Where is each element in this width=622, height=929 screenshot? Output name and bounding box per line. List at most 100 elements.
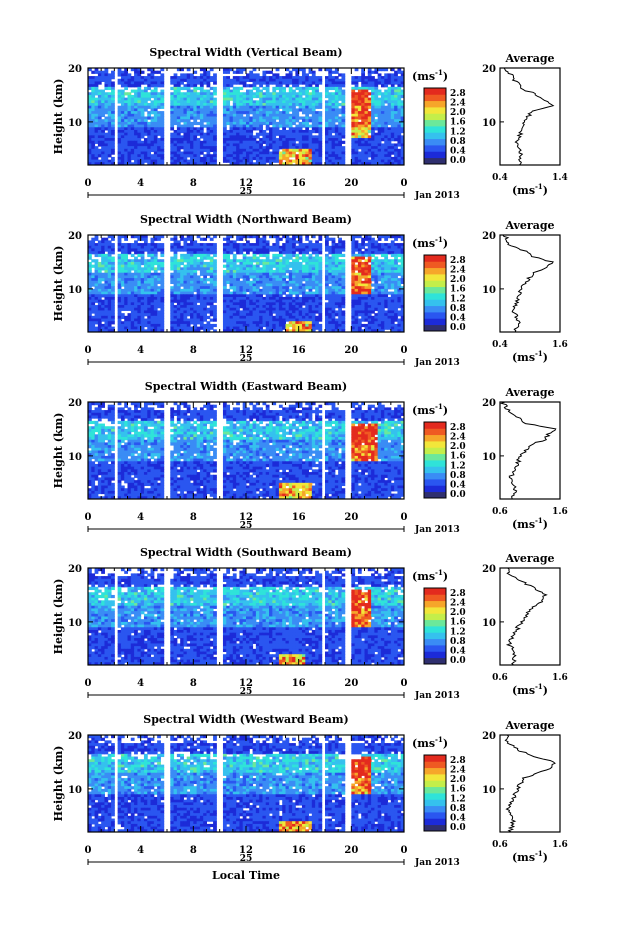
heatmap-cell bbox=[380, 270, 385, 274]
heatmap-cell bbox=[351, 127, 356, 131]
heatmap-cell bbox=[338, 108, 342, 112]
heatmap-cell bbox=[173, 248, 178, 252]
heatmap-cell bbox=[199, 280, 204, 284]
heatmap-cell bbox=[153, 245, 158, 249]
heatmap-cell bbox=[173, 113, 178, 117]
heatmap-cell bbox=[134, 103, 138, 107]
heatmap-cell bbox=[338, 259, 342, 263]
heatmap-cell bbox=[173, 159, 178, 163]
heatmap-cell bbox=[282, 121, 286, 126]
heatmap-cell bbox=[153, 70, 158, 74]
heatmap-cell bbox=[150, 116, 155, 120]
heatmap-cell bbox=[226, 245, 231, 249]
heatmap-cell bbox=[262, 162, 267, 166]
heatmap-cell bbox=[275, 73, 280, 77]
heatmap-cell bbox=[305, 113, 310, 117]
heatmap-cell bbox=[170, 103, 175, 107]
heatmap-cell bbox=[308, 97, 313, 101]
heatmap-cell bbox=[292, 111, 296, 115]
heatmap-cell bbox=[186, 124, 191, 128]
heatmap-cell bbox=[275, 159, 280, 163]
heatmap-cell bbox=[351, 159, 356, 163]
heatmap-cell bbox=[117, 138, 122, 142]
heatmap-cell bbox=[147, 264, 152, 268]
heatmap-cell bbox=[259, 92, 263, 96]
heatmap-cell bbox=[196, 100, 201, 104]
heatmap-cell bbox=[288, 89, 293, 93]
heatmap-cell bbox=[295, 286, 300, 290]
heatmap-cell bbox=[292, 132, 296, 136]
heatmap-cell bbox=[252, 108, 257, 112]
heatmap-cell bbox=[334, 278, 339, 282]
heatmap-cell bbox=[160, 154, 165, 158]
heatmap-cell bbox=[298, 121, 303, 126]
heatmap-cell bbox=[295, 103, 300, 107]
heatmap-cell bbox=[213, 243, 217, 247]
heatmap-cell bbox=[157, 76, 161, 80]
heatmap-cell bbox=[147, 267, 152, 271]
heatmap-cell bbox=[130, 154, 135, 158]
heatmap-cell bbox=[259, 253, 263, 258]
heatmap-cell bbox=[397, 68, 402, 72]
heatmap-cell bbox=[143, 248, 148, 252]
heatmap-cell bbox=[295, 275, 300, 279]
heatmap-cell bbox=[186, 278, 191, 282]
heatmap-cell bbox=[252, 283, 257, 287]
heatmap-cell bbox=[190, 143, 194, 147]
heatmap-cell bbox=[199, 68, 204, 72]
heatmap-cell bbox=[292, 261, 296, 266]
heatmap-cell bbox=[338, 132, 342, 136]
heatmap-cell bbox=[318, 127, 323, 131]
heatmap-cell bbox=[134, 127, 138, 131]
heatmap-cell bbox=[249, 148, 254, 153]
heatmap-cell bbox=[137, 97, 142, 101]
heatmap-cell bbox=[318, 154, 323, 158]
heatmap-cell bbox=[111, 84, 115, 88]
heatmap-cell bbox=[292, 68, 296, 72]
heatmap-cell bbox=[120, 156, 125, 161]
heatmap-cell bbox=[292, 154, 296, 158]
heatmap-cell bbox=[249, 261, 254, 266]
heatmap-cell bbox=[400, 286, 405, 290]
heatmap-cell bbox=[111, 283, 115, 287]
heatmap-cell bbox=[206, 73, 211, 77]
heatmap-cell bbox=[127, 76, 132, 80]
heatmap-cell bbox=[305, 283, 310, 287]
heatmap-cell bbox=[97, 275, 102, 279]
heatmap-cell bbox=[269, 70, 273, 74]
heatmap-cell bbox=[232, 127, 237, 131]
heatmap-cell bbox=[117, 140, 122, 144]
heatmap-cell bbox=[255, 261, 260, 266]
heatmap-cell bbox=[190, 243, 194, 247]
heatmap-cell bbox=[325, 121, 329, 126]
heatmap-cell bbox=[308, 140, 313, 144]
heatmap-cell bbox=[176, 272, 181, 276]
heatmap-cell bbox=[104, 275, 109, 279]
heatmap-cell bbox=[160, 264, 165, 268]
heatmap-cell bbox=[374, 278, 379, 282]
heatmap-cell bbox=[331, 256, 336, 260]
heatmap-cell bbox=[137, 73, 142, 77]
heatmap-cell bbox=[246, 261, 250, 266]
heatmap-cell bbox=[282, 119, 286, 123]
heatmap-cell bbox=[120, 113, 125, 117]
heatmap-cell bbox=[298, 105, 303, 109]
heatmap-cell bbox=[196, 286, 201, 290]
heatmap-cell bbox=[361, 68, 365, 72]
heatmap-cell bbox=[226, 92, 231, 96]
heatmap-cell bbox=[298, 135, 303, 139]
heatmap-cell bbox=[176, 259, 181, 263]
heatmap-cell bbox=[325, 119, 329, 123]
heatmap-cell bbox=[262, 243, 267, 247]
heatmap-cell bbox=[377, 286, 382, 290]
heatmap-cell bbox=[334, 245, 339, 249]
heatmap-cell bbox=[390, 108, 395, 112]
heatmap-cell bbox=[173, 78, 178, 82]
heatmap-cell bbox=[400, 278, 405, 282]
heatmap-cell bbox=[173, 154, 178, 158]
heatmap-cell bbox=[173, 270, 178, 274]
heatmap-cell bbox=[186, 283, 191, 287]
heatmap-cell bbox=[315, 143, 319, 147]
heatmap-cell bbox=[88, 81, 92, 85]
heatmap-cell bbox=[311, 140, 316, 144]
